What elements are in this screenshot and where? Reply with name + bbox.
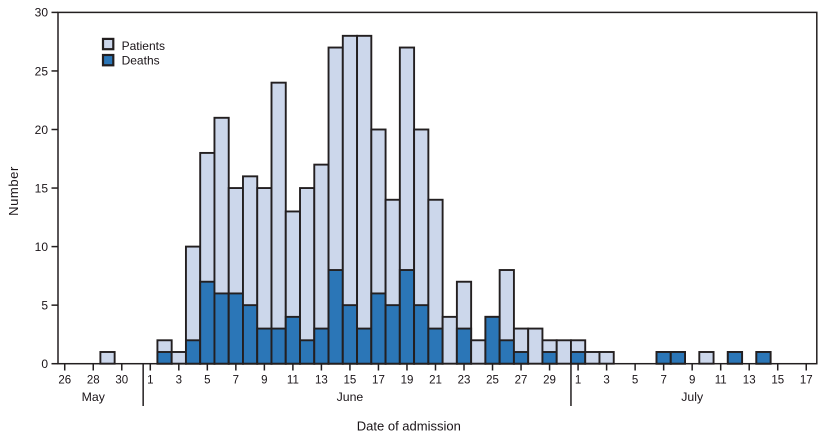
svg-text:30: 30 [35, 6, 49, 20]
svg-text:9: 9 [261, 375, 267, 387]
svg-text:Number: Number [6, 166, 21, 216]
svg-text:0: 0 [41, 357, 48, 371]
svg-text:3: 3 [176, 375, 182, 387]
svg-text:9: 9 [689, 375, 695, 387]
svg-text:1: 1 [147, 375, 153, 387]
svg-text:July: July [681, 390, 704, 404]
svg-text:11: 11 [287, 375, 299, 387]
svg-text:1: 1 [575, 375, 581, 387]
svg-text:21: 21 [429, 375, 442, 387]
svg-text:15: 15 [771, 375, 784, 387]
svg-text:May: May [82, 390, 106, 404]
svg-text:19: 19 [401, 375, 414, 387]
svg-text:20: 20 [35, 123, 49, 137]
svg-text:Date of admission: Date of admission [357, 419, 461, 434]
svg-text:25: 25 [35, 64, 49, 78]
svg-text:29: 29 [543, 375, 556, 387]
svg-text:17: 17 [372, 375, 385, 387]
svg-text:13: 13 [315, 375, 328, 387]
svg-text:5: 5 [204, 375, 210, 387]
svg-text:7: 7 [233, 375, 239, 387]
svg-text:17: 17 [800, 375, 813, 387]
svg-text:7: 7 [660, 375, 666, 387]
svg-text:23: 23 [458, 375, 471, 387]
svg-text:5: 5 [41, 298, 48, 312]
svg-text:15: 15 [35, 181, 49, 195]
svg-text:Deaths: Deaths [122, 53, 160, 67]
svg-text:June: June [337, 390, 364, 404]
svg-text:27: 27 [515, 375, 528, 387]
svg-text:26: 26 [58, 375, 71, 387]
svg-text:5: 5 [632, 375, 638, 387]
svg-text:30: 30 [115, 375, 128, 387]
svg-text:11: 11 [715, 375, 727, 387]
svg-text:10: 10 [35, 240, 49, 254]
svg-text:13: 13 [743, 375, 756, 387]
svg-text:28: 28 [87, 375, 100, 387]
svg-text:Patients: Patients [122, 39, 165, 53]
svg-text:25: 25 [486, 375, 499, 387]
svg-text:3: 3 [603, 375, 609, 387]
svg-text:15: 15 [344, 375, 357, 387]
